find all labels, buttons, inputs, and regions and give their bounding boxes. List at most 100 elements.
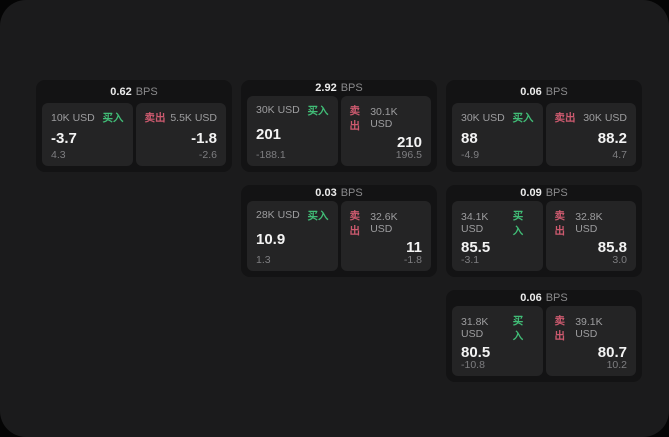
buy-tile-top: 31.8K USD 买入 [461, 313, 534, 343]
sell-delta: 4.7 [612, 148, 627, 161]
buy-button[interactable]: 买入 [512, 314, 524, 342]
buy-amount: 30K USD [461, 111, 505, 124]
sell-delta: -1.8 [403, 253, 422, 266]
buy-quote-tile[interactable]: 31.8K USD 买入 80.5 -10.8 [452, 305, 543, 376]
buy-tile-top: 30K USD 买入 [461, 110, 534, 125]
sell-tile-top: 卖出 32.8K USD [555, 208, 628, 238]
buy-quote-tile[interactable]: 28K USD 买入 10.9 1.3 [247, 200, 338, 271]
quote-card: 0.06 BPS 30K USD 买入 88 -4.9 卖出 30K USD 8… [446, 80, 642, 172]
sell-quote-tile[interactable]: 卖出 30K USD 88.2 4.7 [545, 103, 636, 166]
sell-price: -1.8 [191, 129, 217, 147]
sell-amount: 30.1K USD [370, 105, 398, 130]
sell-button[interactable]: 卖出 [554, 112, 576, 124]
sell-delta: 10.2 [606, 358, 627, 371]
buy-delta: -4.9 [461, 148, 480, 161]
quote-card: 2.92 BPS 30K USD 买入 201 -188.1 卖出 30.1K … [241, 80, 437, 172]
sell-tile-top: 卖出 30.1K USD [350, 103, 423, 133]
buy-quote-tile[interactable]: 34.1K USD 买入 85.5 -3.1 [452, 200, 543, 271]
buy-button[interactable]: 买入 [307, 104, 329, 117]
buy-quote-tile[interactable]: 30K USD 买入 88 -4.9 [452, 103, 543, 166]
sell-price: 80.7 [597, 343, 627, 361]
buy-tile-top: 34.1K USD 买入 [461, 208, 534, 238]
sell-button[interactable]: 卖出 [144, 112, 166, 124]
sell-tile-top: 卖出 39.1K USD [555, 313, 628, 343]
spread-header: 0.03 BPS [241, 185, 437, 201]
sell-quote-tile[interactable]: 卖出 32.6K USD 11 -1.8 [340, 200, 431, 271]
sell-price: 85.8 [597, 238, 627, 256]
quote-card: 0.09 BPS 34.1K USD 买入 85.5 -3.1 卖出 32.8K… [446, 185, 642, 277]
spread-value: 0.03 [315, 186, 337, 199]
spread-value: 0.06 [520, 291, 542, 304]
sell-amount: 5.5K USD [170, 111, 217, 124]
sell-price: 210 [396, 133, 422, 151]
sell-amount: 39.1K USD [575, 315, 603, 340]
spread-unit-label: BPS [340, 81, 363, 94]
sell-quote-tile[interactable]: 卖出 30.1K USD 210 196.5 [340, 95, 431, 166]
buy-delta: -3.1 [461, 253, 480, 266]
spread-header: 0.62 BPS [36, 80, 232, 103]
quote-card: 0.06 BPS 31.8K USD 买入 80.5 -10.8 卖出 39.1… [446, 290, 642, 382]
buy-button[interactable]: 买入 [512, 209, 524, 237]
buy-quote-tile[interactable]: 10K USD 买入 -3.7 4.3 [42, 103, 133, 166]
spread-header: 0.06 BPS [446, 80, 642, 103]
sell-button[interactable]: 卖出 [349, 104, 361, 132]
spread-unit-label: BPS [545, 186, 568, 199]
buy-button[interactable]: 买入 [307, 209, 329, 222]
sell-button[interactable]: 卖出 [554, 209, 566, 237]
quote-tiles: 28K USD 买入 10.9 1.3 卖出 32.6K USD 11 -1.8 [241, 200, 437, 278]
quote-tiles: 30K USD 买入 88 -4.9 卖出 30K USD 88.2 4.7 [446, 103, 642, 172]
buy-amount: 31.8K USD [461, 315, 489, 340]
buy-tile-top: 28K USD 买入 [256, 208, 329, 223]
sell-tile-top: 卖出 30K USD [555, 110, 628, 125]
spread-unit-label: BPS [135, 85, 158, 98]
buy-price: 85.5 [461, 238, 491, 256]
buy-tile-top: 10K USD 买入 [51, 110, 124, 125]
sell-amount: 30K USD [583, 111, 627, 124]
sell-quote-tile[interactable]: 卖出 39.1K USD 80.7 10.2 [545, 305, 636, 376]
quote-board: 0.62 BPS 10K USD 买入 -3.7 4.3 卖出 5.5K USD… [36, 80, 642, 382]
buy-button[interactable]: 买入 [102, 112, 124, 124]
buy-amount: 30K USD [256, 104, 300, 116]
buy-price: 10.9 [256, 231, 286, 248]
spread-header: 2.92 BPS [241, 80, 437, 96]
spread-unit-label: BPS [545, 291, 568, 304]
sell-quote-tile[interactable]: 卖出 32.8K USD 85.8 3.0 [545, 200, 636, 271]
sell-delta: -2.6 [198, 148, 217, 161]
buy-amount: 28K USD [256, 209, 300, 221]
spread-header: 0.09 BPS [446, 185, 642, 201]
sell-tile-top: 卖出 32.6K USD [350, 208, 423, 238]
spread-unit-label: BPS [340, 186, 363, 199]
quote-card: 0.03 BPS 28K USD 买入 10.9 1.3 卖出 32.6K US… [241, 185, 437, 277]
buy-price: 80.5 [461, 343, 491, 361]
quote-tiles: 31.8K USD 买入 80.5 -10.8 卖出 39.1K USD 80.… [446, 305, 642, 383]
spread-value: 0.06 [520, 85, 542, 98]
spread-value: 0.09 [520, 186, 542, 199]
sell-price: 88.2 [597, 129, 627, 147]
buy-price: 201 [256, 126, 282, 143]
sell-tile-top: 卖出 5.5K USD [145, 110, 218, 125]
quote-card: 0.62 BPS 10K USD 买入 -3.7 4.3 卖出 5.5K USD… [36, 80, 232, 172]
buy-delta: -188.1 [256, 148, 286, 161]
buy-tile-top: 30K USD 买入 [256, 103, 329, 118]
spread-header: 0.06 BPS [446, 290, 642, 306]
sell-button[interactable]: 卖出 [554, 314, 566, 342]
buy-delta: 1.3 [256, 253, 271, 266]
quote-tiles: 10K USD 买入 -3.7 4.3 卖出 5.5K USD -1.8 -2.… [36, 103, 232, 172]
buy-button[interactable]: 买入 [512, 112, 534, 124]
buy-amount: 34.1K USD [461, 210, 489, 235]
buy-delta: -10.8 [461, 358, 485, 371]
spread-unit-label: BPS [545, 85, 568, 98]
sell-amount: 32.8K USD [575, 210, 603, 235]
sell-quote-tile[interactable]: 卖出 5.5K USD -1.8 -2.6 [135, 103, 226, 166]
quote-tiles: 30K USD 买入 201 -188.1 卖出 30.1K USD 210 1… [241, 95, 437, 173]
buy-price: -3.7 [51, 129, 77, 147]
buy-delta: 4.3 [51, 148, 66, 161]
sell-price: 11 [406, 238, 422, 256]
spread-value: 0.62 [110, 85, 132, 98]
buy-quote-tile[interactable]: 30K USD 买入 201 -188.1 [247, 95, 338, 166]
sell-button[interactable]: 卖出 [349, 209, 361, 237]
buy-price: 88 [461, 129, 478, 147]
buy-amount: 10K USD [51, 111, 95, 124]
spread-value: 2.92 [315, 81, 337, 94]
sell-delta: 3.0 [612, 253, 627, 266]
